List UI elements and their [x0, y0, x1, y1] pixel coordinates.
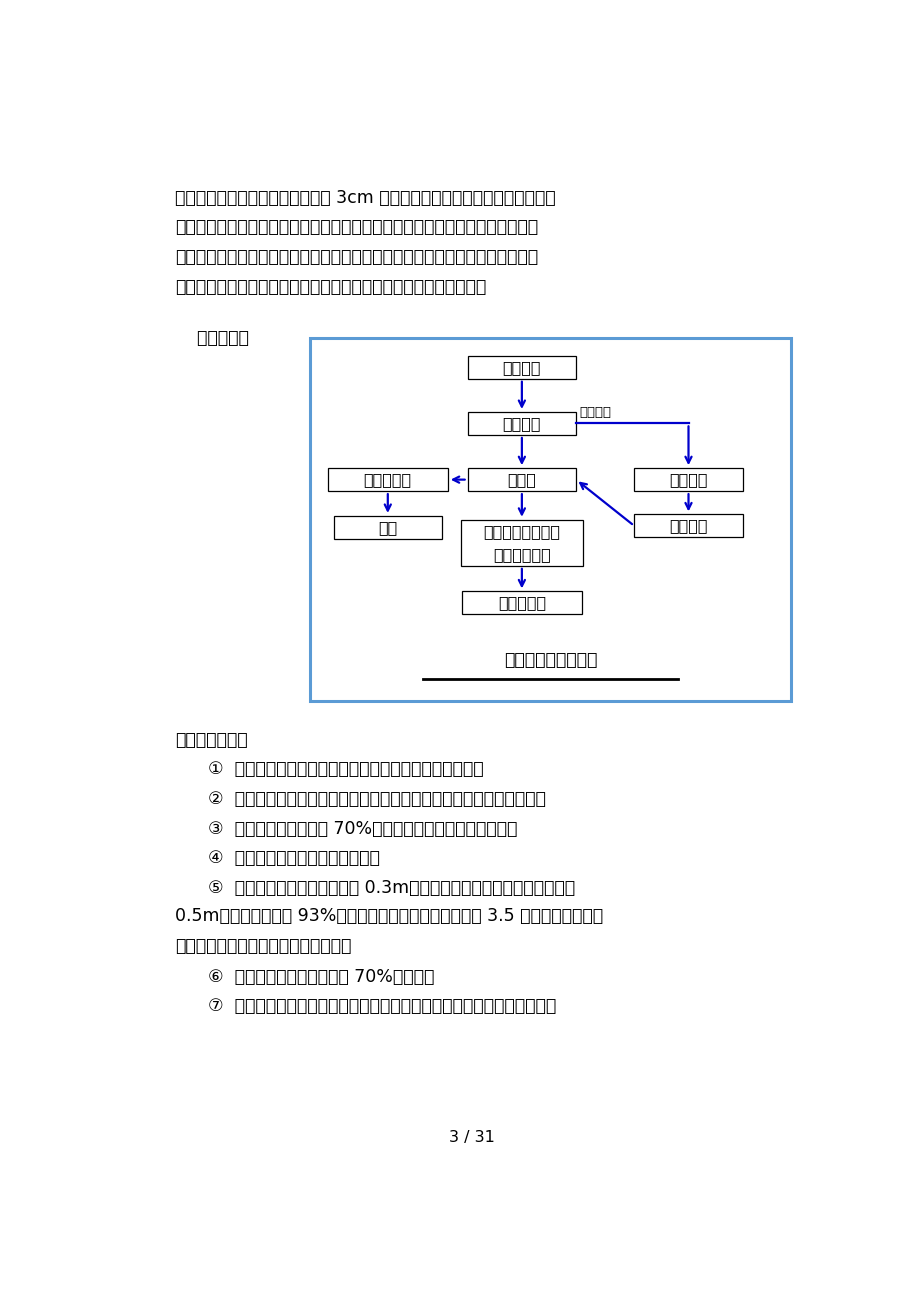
- Text: 修筑仰拱: 修筑仰拱: [668, 518, 707, 534]
- Text: 0.5m。夯实度不小于 93%，洞顶以上最大填土高度不超过 3.5 米，回填至拱顶齐: 0.5m。夯实度不小于 93%，洞顶以上最大填土高度不超过 3.5 米，回填至拱…: [176, 907, 603, 924]
- Bar: [633, 469, 742, 491]
- Text: ④  在外模拆除后立即作好防水层。: ④ 在外模拆除后立即作好防水层。: [208, 849, 380, 867]
- Text: 石上设粘土隔水层。明洞仰拱、铺底、水沟、路面施工同暗洞施工。: 石上设粘土隔水层。明洞仰拱、铺底、水沟、路面施工同暗洞施工。: [176, 277, 486, 296]
- Bar: [467, 411, 575, 435]
- Bar: [460, 519, 583, 566]
- Text: 铺底及水沟: 铺底及水沟: [363, 473, 412, 487]
- Text: 明洞施工工艺流程图: 明洞施工工艺流程图: [504, 651, 596, 669]
- Bar: [334, 516, 441, 539]
- Bar: [467, 355, 575, 379]
- Bar: [327, 469, 448, 491]
- Text: 明洞开挖: 明洞开挖: [502, 359, 540, 375]
- Text: ⑥  明洞回填在衬砌强度达到 70%后进行。: ⑥ 明洞回填在衬砌强度达到 70%后进行。: [208, 967, 434, 986]
- Text: 防水层: 防水层: [507, 473, 536, 487]
- Text: ②  按断面要求制作定型挡头板、外模和骨架，并采取防止跑模的措施。: ② 按断面要求制作定型挡头板、外模和骨架，并采取防止跑模的措施。: [208, 790, 545, 809]
- Text: 粘土隔水层: 粘土隔水层: [497, 595, 545, 611]
- Text: 明洞衬砌: 明洞衬砌: [502, 415, 540, 431]
- Text: 施工技术要求：: 施工技术要求：: [176, 730, 248, 749]
- Bar: [310, 339, 790, 702]
- Text: 路面: 路面: [378, 519, 397, 535]
- Bar: [461, 591, 582, 615]
- Text: 平后，立即分层满铺填筑至要求高度。: 平后，立即分层满铺填筑至要求高度。: [176, 936, 351, 954]
- Text: 坑工排水设施: 坑工排水设施: [493, 547, 550, 562]
- Bar: [633, 514, 742, 538]
- Text: 回填土石方及洞背: 回填土石方及洞背: [482, 523, 560, 539]
- Text: ①  灌注砼前复测中线和高程，衬砌不得侵人设计净空线。: ① 灌注砼前复测中线和高程，衬砌不得侵人设计净空线。: [208, 760, 483, 779]
- Text: 仰拱开挖: 仰拱开挖: [668, 473, 707, 487]
- Text: 施工工艺：: 施工工艺：: [176, 328, 249, 346]
- Text: 施做，可根据实际情况在外铺一厚 3cm 的水泥砂浆保护层。防水层在明洞外模: 施做，可根据实际情况在外铺一厚 3cm 的水泥砂浆保护层。防水层在明洞外模: [176, 189, 555, 207]
- Text: 填对称分层夯实，由于回填量不大，采用人工配合小型机具进行回填。在回填土: 填对称分层夯实，由于回填量不大，采用人工配合小型机具进行回填。在回填土: [176, 247, 538, 266]
- Bar: [467, 469, 575, 491]
- Text: ⑤  明洞回填每层厚度不得大于 0.3m，其两侧回填时的土面高差不得大于: ⑤ 明洞回填每层厚度不得大于 0.3m，其两侧回填时的土面高差不得大于: [208, 879, 574, 897]
- Text: ③  浇注砼达到设计强度 70%以上时，方可拆除内外支模架。: ③ 浇注砼达到设计强度 70%以上时，方可拆除内外支模架。: [208, 819, 516, 837]
- Text: 一般明洞: 一般明洞: [579, 406, 610, 419]
- Text: ⑦  拱背回填作粘土隔水层时，隔水层与边、仰坡搭接良好，封闭紧密，防: ⑦ 拱背回填作粘土隔水层时，隔水层与边、仰坡搭接良好，封闭紧密，防: [208, 997, 556, 1016]
- Text: 拆除后采用人工进行。墙背填充采用浆砌片石，墙背回填两侧同时进行，拱背回: 拆除后采用人工进行。墙背填充采用浆砌片石，墙背回填两侧同时进行，拱背回: [176, 219, 538, 236]
- Text: 3 / 31: 3 / 31: [448, 1130, 494, 1144]
